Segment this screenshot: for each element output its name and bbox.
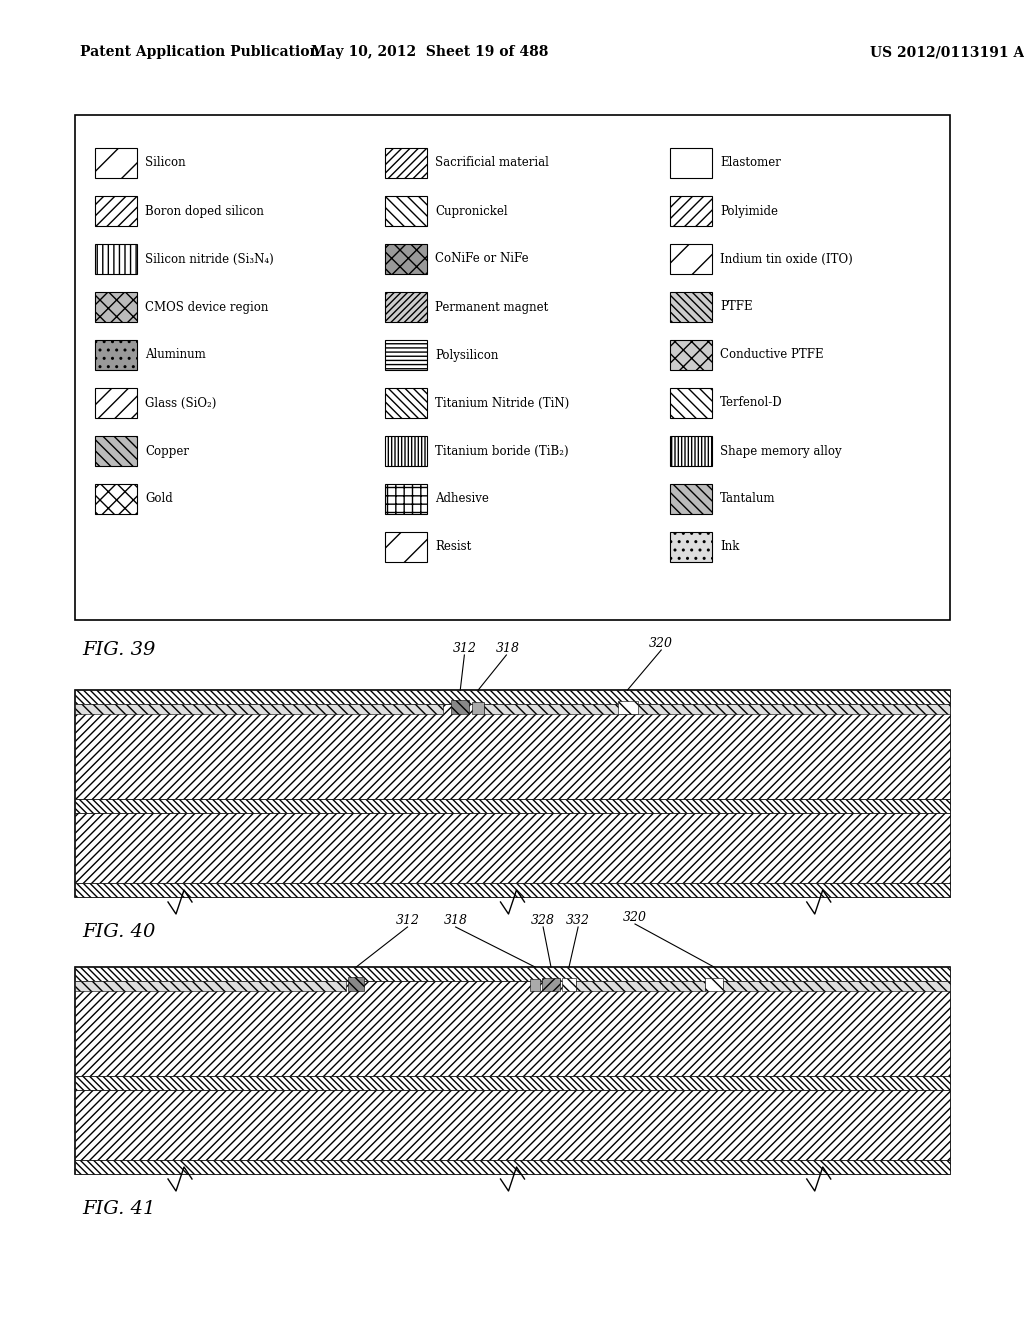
Bar [75, 690, 950, 704]
Text: 318: 318 [496, 642, 520, 655]
Bar [75, 704, 442, 714]
Text: Silicon nitride (Si₃N₄): Silicon nitride (Si₃N₄) [145, 252, 273, 265]
Bar [575, 981, 705, 991]
Bar [95, 388, 137, 418]
Bar [705, 978, 723, 991]
Bar [670, 195, 712, 226]
Bar [95, 341, 137, 370]
Bar [670, 244, 712, 275]
Text: Silicon: Silicon [145, 157, 185, 169]
Bar [75, 981, 346, 991]
Bar [472, 702, 484, 714]
Bar [95, 484, 137, 513]
Bar [385, 388, 427, 418]
Bar [95, 244, 137, 275]
Bar [670, 292, 712, 322]
Text: Boron doped silicon: Boron doped silicon [145, 205, 264, 218]
Text: Glass (SiO₂): Glass (SiO₂) [145, 396, 216, 409]
Text: 320: 320 [623, 911, 647, 924]
Text: Conductive PTFE: Conductive PTFE [720, 348, 823, 362]
Bar [385, 195, 427, 226]
Bar [95, 195, 137, 226]
Text: 320: 320 [649, 638, 673, 649]
Text: PTFE: PTFE [720, 301, 753, 314]
Bar [723, 981, 950, 991]
Text: 312: 312 [453, 642, 476, 655]
Bar [348, 977, 365, 991]
Text: Resist: Resist [435, 540, 471, 553]
Text: FIG. 41: FIG. 41 [82, 1200, 156, 1218]
Bar [385, 532, 427, 562]
Text: 312: 312 [395, 913, 420, 927]
Bar [385, 341, 427, 370]
Text: 318: 318 [443, 913, 468, 927]
Text: Elastomer: Elastomer [720, 157, 781, 169]
Text: Gold: Gold [145, 492, 173, 506]
Text: Tantalum: Tantalum [720, 492, 775, 506]
Text: FIG. 39: FIG. 39 [82, 642, 156, 659]
Bar [75, 1076, 950, 1090]
Text: Sacrificial material: Sacrificial material [435, 157, 549, 169]
Bar [75, 704, 950, 799]
Text: Cupronickel: Cupronickel [435, 205, 508, 218]
Text: Titanium boride (TiB₂): Titanium boride (TiB₂) [435, 445, 568, 458]
Bar [530, 979, 540, 991]
Bar [670, 484, 712, 513]
Text: Copper: Copper [145, 445, 189, 458]
Bar [670, 532, 712, 562]
Text: US 2012/0113191 A1: US 2012/0113191 A1 [870, 45, 1024, 59]
Text: 332: 332 [566, 913, 590, 927]
Bar [75, 968, 950, 981]
Bar [95, 292, 137, 322]
Text: Indium tin oxide (ITO): Indium tin oxide (ITO) [720, 252, 853, 265]
Text: Shape memory alloy: Shape memory alloy [720, 445, 842, 458]
Text: Patent Application Publication: Patent Application Publication [80, 45, 319, 59]
Bar [385, 244, 427, 275]
Bar [617, 701, 638, 714]
Bar [385, 148, 427, 178]
Text: Aluminum: Aluminum [145, 348, 206, 362]
Bar [542, 978, 560, 991]
Bar [452, 700, 469, 714]
Text: Permanent magnet: Permanent magnet [435, 301, 548, 314]
Bar [75, 1090, 950, 1160]
Bar [75, 799, 950, 813]
Bar [670, 388, 712, 418]
Text: Polysilicon: Polysilicon [435, 348, 499, 362]
Text: CoNiFe or NiFe: CoNiFe or NiFe [435, 252, 528, 265]
Bar [75, 968, 950, 1173]
Text: Ink: Ink [720, 540, 739, 553]
Text: FIG. 40: FIG. 40 [82, 923, 156, 941]
Text: Terfenol-D: Terfenol-D [720, 396, 782, 409]
Bar [75, 981, 950, 1076]
Bar [670, 148, 712, 178]
Bar [562, 978, 575, 991]
Bar [385, 484, 427, 513]
Bar [670, 341, 712, 370]
Bar [75, 883, 950, 898]
Bar [385, 436, 427, 466]
Text: Adhesive: Adhesive [435, 492, 488, 506]
Text: Polyimide: Polyimide [720, 205, 778, 218]
Bar [75, 115, 950, 620]
Bar [95, 436, 137, 466]
Bar [484, 704, 950, 714]
Text: CMOS device region: CMOS device region [145, 301, 268, 314]
Bar [385, 292, 427, 322]
Bar [75, 1160, 950, 1173]
Bar [75, 690, 950, 898]
Bar [670, 436, 712, 466]
Text: Titanium Nitride (TiN): Titanium Nitride (TiN) [435, 396, 569, 409]
Bar [75, 813, 950, 883]
Text: 328: 328 [531, 913, 555, 927]
Bar [95, 148, 137, 178]
Text: May 10, 2012  Sheet 19 of 488: May 10, 2012 Sheet 19 of 488 [311, 45, 549, 59]
